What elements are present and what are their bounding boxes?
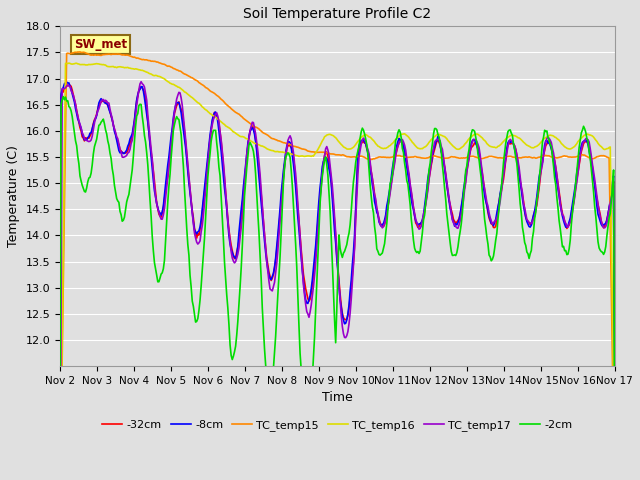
X-axis label: Time: Time	[322, 391, 353, 404]
TC_temp16	[598, 145, 606, 151]
-32cm	[321, 153, 328, 158]
TC_temp16	[65, 60, 73, 66]
Line: -32cm: -32cm	[60, 85, 614, 440]
TC_temp16	[387, 142, 395, 147]
TC_temp16	[512, 133, 520, 139]
-2cm	[303, 429, 310, 434]
-32cm	[56, 385, 64, 391]
TC_temp17	[324, 147, 332, 153]
TC_temp17	[512, 146, 520, 152]
-8cm	[512, 151, 520, 156]
TC_temp17	[598, 222, 606, 228]
Line: -2cm: -2cm	[60, 96, 614, 432]
TC_temp16	[357, 134, 365, 140]
-32cm	[598, 222, 606, 228]
-8cm	[63, 79, 70, 85]
TC_temp17	[138, 79, 145, 84]
TC_temp17	[387, 183, 395, 189]
-8cm	[321, 155, 328, 161]
Legend: -32cm, -8cm, TC_temp15, TC_temp16, TC_temp17, -2cm: -32cm, -8cm, TC_temp15, TC_temp16, TC_te…	[98, 416, 577, 435]
-32cm	[387, 180, 395, 186]
-2cm	[60, 94, 67, 99]
TC_temp15	[324, 150, 332, 156]
-8cm	[611, 434, 618, 440]
-8cm	[324, 159, 332, 165]
TC_temp17	[611, 374, 618, 380]
TC_temp15	[512, 155, 520, 160]
-2cm	[388, 172, 396, 178]
Line: TC_temp16: TC_temp16	[60, 63, 614, 480]
TC_temp15	[321, 150, 328, 156]
TC_temp15	[76, 49, 84, 55]
-32cm	[324, 153, 332, 159]
Title: Soil Temperature Profile C2: Soil Temperature Profile C2	[243, 7, 431, 21]
TC_temp17	[321, 153, 328, 159]
TC_temp16	[321, 134, 328, 140]
-8cm	[357, 138, 365, 144]
TC_temp15	[598, 153, 606, 158]
-32cm	[66, 83, 74, 88]
-8cm	[56, 383, 64, 389]
-2cm	[513, 161, 521, 167]
TC_temp16	[324, 132, 332, 138]
TC_temp15	[387, 154, 395, 160]
-2cm	[600, 252, 607, 257]
-32cm	[512, 146, 520, 152]
Line: TC_temp17: TC_temp17	[60, 82, 614, 480]
-2cm	[322, 154, 330, 160]
-8cm	[598, 223, 606, 229]
-2cm	[358, 125, 366, 131]
-2cm	[56, 392, 64, 397]
-2cm	[611, 428, 618, 433]
TC_temp17	[357, 142, 365, 147]
Line: TC_temp15: TC_temp15	[60, 52, 614, 480]
Y-axis label: Temperature (C): Temperature (C)	[7, 145, 20, 247]
-32cm	[357, 138, 365, 144]
-2cm	[325, 191, 333, 196]
-32cm	[611, 437, 618, 443]
TC_temp16	[611, 471, 618, 477]
Text: SW_met: SW_met	[74, 38, 127, 51]
TC_temp15	[357, 153, 365, 159]
Line: -8cm: -8cm	[60, 82, 614, 437]
-8cm	[387, 175, 395, 180]
